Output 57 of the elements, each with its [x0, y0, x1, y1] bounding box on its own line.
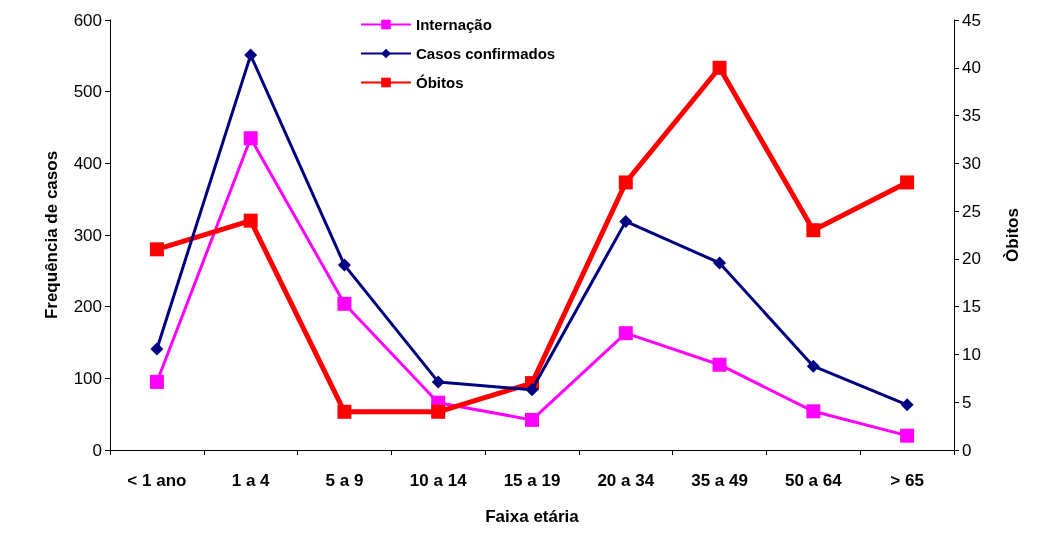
y2-tick-label: 20 [962, 249, 981, 269]
point [244, 48, 258, 62]
x-tick-label: < 1 ano [127, 471, 187, 490]
y-tick-label: 0 [92, 440, 102, 460]
point [712, 60, 727, 75]
point [431, 404, 446, 419]
point [243, 213, 258, 228]
x-tick-label: 15 a 19 [503, 471, 561, 490]
point [900, 428, 915, 443]
x-tick-label: 20 a 34 [597, 471, 655, 490]
y2-tick-label: 40 [962, 58, 981, 78]
x-tick-label: 1 a 4 [231, 471, 271, 490]
y2-tick-label: 25 [962, 201, 981, 221]
y2-tick-label: 5 [962, 392, 972, 412]
point [149, 374, 164, 389]
y2-axis-title: Òbitos [1003, 208, 1022, 262]
point [337, 258, 351, 272]
point [150, 342, 164, 356]
y-axis-title: Frequência de casos [42, 150, 61, 320]
x-tick-label: 5 a 9 [325, 471, 364, 490]
y-tick-label: 400 [73, 153, 102, 173]
legend-label: Óbitos [416, 74, 464, 91]
point [806, 404, 821, 419]
y-tick-label: 500 [73, 82, 102, 102]
point [712, 357, 727, 372]
point [525, 412, 539, 427]
point [525, 383, 539, 397]
legend-label: Internação [416, 16, 492, 33]
y2-tick-label: 30 [962, 153, 981, 173]
x-tick-label: 10 a 14 [409, 471, 468, 490]
y2-tick-label: 35 [962, 106, 981, 126]
y2-tick-label: 10 [962, 344, 981, 364]
y2-tick-label: 0 [962, 440, 972, 460]
point [337, 296, 352, 311]
y2-tick-label: 45 [962, 10, 981, 30]
y-tick-label: 100 [73, 368, 102, 388]
legend-label: Casos confirmados [416, 45, 556, 62]
x-tick-label: 50 a 64 [784, 471, 843, 490]
y-tick-label: 600 [73, 10, 102, 30]
y-tick-label: 300 [73, 225, 102, 245]
point [149, 242, 164, 257]
point [618, 326, 633, 341]
x-tick-label: 35 a 49 [691, 471, 748, 490]
x-tick-label: > 65 [890, 471, 924, 490]
point [619, 214, 633, 228]
point [243, 131, 258, 146]
point [806, 359, 820, 373]
y-tick-label: 200 [73, 297, 102, 317]
point [618, 175, 633, 190]
point [713, 256, 727, 270]
point [806, 223, 821, 238]
point [431, 375, 445, 389]
y2-tick-label: 15 [962, 297, 981, 317]
point [900, 398, 914, 412]
point [337, 404, 352, 419]
x-axis-title: Faixa etária [485, 507, 580, 526]
point [900, 175, 915, 190]
